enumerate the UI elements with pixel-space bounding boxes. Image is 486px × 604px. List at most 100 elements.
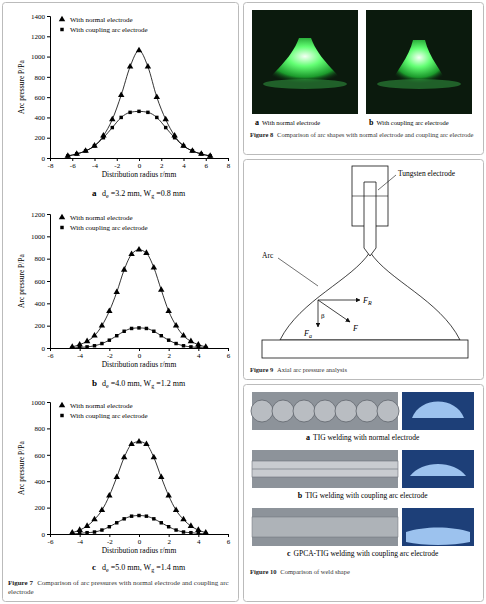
tick-mark (47, 534, 50, 535)
data-point (100, 342, 103, 345)
angle-label: β (321, 312, 325, 320)
x-axis-title: Distribution radius r/mm (102, 170, 177, 179)
tick-label: 1000 (31, 233, 46, 241)
page: 0200400600800100012001400-8-6-4-202468Di… (0, 0, 486, 604)
figure-caption-text: Comparison of arc shapes with normal ele… (277, 131, 473, 138)
tick: 4 (197, 348, 201, 360)
data-point (75, 152, 78, 155)
tick: 1000 (31, 399, 50, 407)
tick-label: 8 (227, 162, 231, 170)
data-point (65, 152, 71, 158)
figure-caption-line: Axial arc pressure analysis (277, 366, 347, 373)
tick-label: -6 (70, 162, 76, 170)
figure-box (244, 3, 484, 155)
series-line (68, 50, 210, 155)
panel-letter: c (92, 562, 96, 572)
data-point (93, 344, 96, 347)
data-point (164, 126, 167, 129)
tick-mark (50, 348, 51, 351)
data-point (78, 346, 81, 348)
subscript: R (367, 300, 372, 306)
weld-bead (356, 400, 378, 422)
series-line (72, 442, 206, 533)
tick-label: 0 (138, 538, 142, 546)
tick: 1200 (31, 33, 50, 41)
data-point (180, 332, 186, 338)
arc-base (263, 79, 347, 89)
tick-mark (109, 534, 110, 537)
tungsten-rod (364, 182, 376, 256)
data-point (145, 63, 151, 69)
panel-letter: b (92, 378, 97, 388)
chart-caption: bde =4.0 mm, Wg =1.2 mm (92, 378, 186, 389)
background (0, 0, 486, 604)
weld-bead (251, 400, 273, 422)
data-point (165, 492, 171, 498)
y-axis-title: Arc pressure P/Pa (17, 59, 26, 113)
data-point (119, 116, 122, 119)
tick: 4 (182, 158, 186, 170)
data-point (203, 343, 209, 348)
data-point (91, 516, 97, 522)
tick: 1000 (31, 53, 50, 61)
data-point (182, 144, 185, 147)
data-point (106, 492, 112, 498)
tick-mark (47, 303, 50, 304)
tick-mark (47, 326, 50, 327)
tick-mark (117, 158, 118, 161)
tick: 800 (35, 255, 51, 263)
data-point (143, 441, 149, 447)
data-point (71, 346, 74, 348)
tick-mark (47, 158, 50, 159)
diagram-label: Arc (262, 251, 274, 260)
data-point (114, 288, 120, 294)
data-point (197, 532, 200, 534)
data-point (99, 507, 105, 513)
panel-letter: b (298, 491, 303, 500)
data-point (154, 93, 160, 99)
weld-bead (252, 461, 398, 477)
figure-caption-line: Comparison of arc shapes with normal ele… (277, 131, 473, 138)
tick-mark (72, 158, 73, 161)
figure-caption-text: Axial arc pressure analysis (277, 366, 347, 373)
plot-area (65, 47, 214, 158)
tick-label: 0 (138, 162, 142, 170)
figure-caption-label: Figure 9 (250, 366, 274, 373)
tick-label: 800 (35, 74, 46, 82)
force-vector (318, 300, 360, 301)
x-axis: -6-4-20246 (48, 534, 231, 546)
weld-ripple (252, 469, 398, 470)
caption-text: de =3.2 mm, Wg =0.8 mm (102, 189, 186, 199)
tick-label: -8 (48, 162, 54, 170)
tick-label: 2 (167, 538, 171, 546)
axis-line (47, 403, 51, 535)
tick-mark (47, 508, 50, 509)
axis-line (47, 215, 51, 349)
data-point (136, 246, 142, 252)
tick-label: 6 (227, 352, 231, 360)
tick-label: 600 (35, 452, 46, 460)
tick-label: 1000 (31, 399, 46, 407)
data-point (115, 521, 118, 524)
data-point (106, 307, 112, 313)
y-axis: 0200400600800100012001400 (31, 13, 51, 163)
data-point (188, 522, 194, 528)
figure-caption-line: Comparison of arc pressures with normal … (37, 579, 228, 587)
tick: 800 (35, 425, 51, 433)
figure-caption-label: Figure 7 (8, 579, 33, 587)
data-point (128, 441, 134, 447)
tick-label: 0 (42, 345, 46, 353)
y-axis-title: Arc pressure P/Pa (17, 440, 26, 494)
tick-mark (47, 36, 50, 37)
data-point (84, 149, 87, 152)
tick: 200 (35, 134, 51, 142)
tick-label: -6 (48, 352, 54, 360)
panel-letter: a (255, 118, 259, 127)
data-point (152, 330, 155, 333)
tick-mark (47, 481, 50, 482)
tick-label: 800 (35, 255, 46, 263)
x-axis-title: Distribution radius r/mm (102, 360, 177, 369)
data-point (158, 286, 164, 292)
tick: -6 (48, 348, 54, 360)
data-point (151, 264, 157, 270)
